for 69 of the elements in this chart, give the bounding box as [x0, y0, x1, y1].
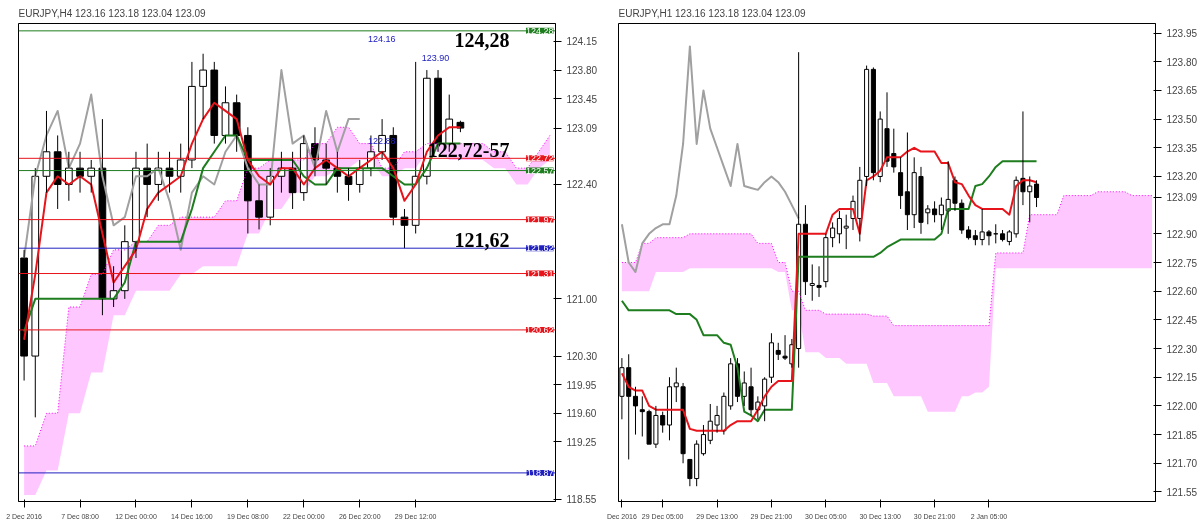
y-tick-label: 122.75 [1166, 257, 1198, 269]
candlestick [843, 214, 849, 250]
y-tick-label: 123.50 [1166, 114, 1198, 126]
y-tick-label: 118.55 [566, 494, 597, 506]
candlestick [188, 61, 196, 169]
annotation: 124.16 [367, 33, 396, 44]
ref-line-label: 118.87 [526, 467, 554, 478]
y-tick-label: 121.00 [566, 293, 598, 305]
y-tick-label: 122.60 [1166, 286, 1198, 298]
y-tick-label: 123.45 [566, 93, 598, 105]
annotation: 124,28 [454, 28, 510, 51]
candlestick [904, 131, 910, 231]
y-tick-label: 123.65 [1166, 85, 1198, 97]
candlestick [1034, 179, 1040, 208]
ref-line-label: 121.62 [525, 243, 554, 254]
candlestick [165, 151, 174, 194]
y-tick-label: 122.15 [1166, 372, 1198, 384]
candlestick [199, 53, 207, 120]
ref-line-label: 122.72 [525, 153, 554, 164]
candlestick [221, 85, 230, 145]
candlestick [255, 183, 263, 230]
candlestick [42, 110, 51, 194]
candlestick [802, 204, 808, 296]
candlestick [830, 221, 836, 248]
y-tick-label: 123.80 [566, 65, 598, 77]
line-series [621, 191, 1153, 327]
annotation: 123.90 [421, 52, 450, 63]
y-tick-label: 122.45 [1166, 314, 1198, 326]
candlestick [632, 386, 639, 436]
y-tick-label: 121.55 [1166, 486, 1198, 498]
annotation: 121,62 [454, 229, 510, 252]
line-series [620, 45, 800, 274]
candlestick [639, 395, 645, 437]
y-tick-label: 119.25 [566, 436, 597, 448]
y-tick-label: 124.15 [566, 36, 598, 48]
candlestick [959, 198, 965, 235]
y-tick-label: 123.80 [1166, 56, 1198, 68]
candlestick [680, 382, 686, 464]
y-tick-label: 122.40 [566, 179, 598, 191]
candlestick [966, 225, 972, 241]
ref-line-label: 121.97 [525, 214, 554, 225]
candlestick [673, 367, 679, 403]
candlestick [836, 210, 842, 244]
candlestick [700, 424, 707, 457]
candlestick [898, 156, 904, 210]
candlestick [87, 159, 96, 194]
y-tick-label: 122.30 [1166, 343, 1198, 355]
ref-line-label: 124.28 [525, 25, 554, 36]
candlestick [210, 61, 219, 145]
y-tick-label: 123.09 [1166, 192, 1198, 204]
y-tick-label: 122.90 [1166, 228, 1198, 240]
y-tick-label: 123.09 [566, 123, 598, 135]
ref-line-label: 120.62 [525, 324, 554, 335]
y-tick-label: 120.30 [566, 351, 598, 363]
candlestick [768, 332, 774, 384]
y-tick-label: 123.35 [1166, 142, 1198, 154]
chart-title: EURJPY,H1 123.16 123.18 123.04 123.09 [618, 7, 807, 19]
y-tick-label: 119.60 [566, 408, 597, 420]
chart-title: EURJPY,H4 123.16 123.18 123.04 123.09 [18, 7, 207, 19]
y-tick-label: 121.70 [1166, 458, 1198, 470]
ref-line-label: 121.31 [525, 268, 554, 279]
y-tick-label: 122.00 [1166, 400, 1198, 412]
y-tick-label: 123.95 [1166, 28, 1198, 40]
y-tick-label: 121.85 [1166, 429, 1198, 441]
y-tick-label: 119.95 [566, 379, 597, 391]
candlestick [288, 151, 297, 210]
y-tick-label: 123.20 [1166, 171, 1198, 183]
ref-line-label: 122.57 [525, 165, 554, 176]
candlestick [666, 376, 673, 441]
